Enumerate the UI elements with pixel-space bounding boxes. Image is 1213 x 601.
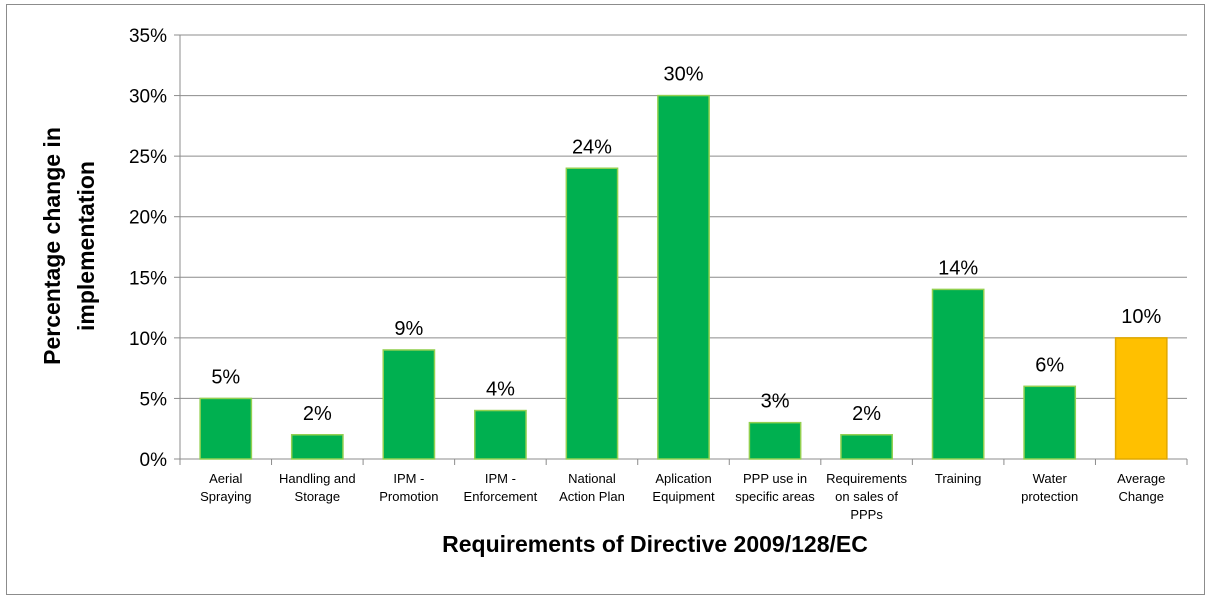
bar (1114, 337, 1168, 460)
y-axis-title-line-1: Percentage change in (39, 127, 65, 365)
y-tick-label: 15% (129, 268, 167, 289)
bar (1023, 385, 1077, 460)
category-label-line: Training (935, 471, 981, 486)
bar (565, 167, 619, 460)
data-label: 4% (486, 379, 515, 401)
y-axis-title-line-2: implementation (73, 161, 99, 331)
category-label-line: IPM - (393, 471, 424, 486)
bar (931, 288, 985, 460)
data-label: 5% (211, 366, 240, 388)
x-axis-title: Requirements of Directive 2009/128/EC (442, 531, 868, 557)
y-tick-label: 0% (140, 450, 168, 471)
category-label: IPM - Enforcement (464, 471, 538, 504)
y-tick-label: 25% (129, 147, 167, 168)
category-label: Average Change (1117, 471, 1165, 504)
bar (290, 434, 344, 460)
category-label: PPP use in specific areas (735, 471, 815, 504)
category-label-line: IPM - (485, 471, 516, 486)
category-label-line: Water (1033, 471, 1068, 486)
category-label-line: specific areas (735, 489, 815, 504)
category-label-line: Handling and (279, 471, 356, 486)
y-tick-label: 30% (129, 87, 167, 108)
data-label: 9% (394, 318, 423, 340)
data-label: 10% (1121, 306, 1161, 328)
y-axis-title: Percentage change in implementation (39, 127, 99, 365)
category-label-line: on sales of (835, 489, 898, 504)
data-labels: 5% 2% 9% 4% 24% 30% 3% 2% 14% 6% 10% (211, 64, 1161, 425)
data-label: 14% (938, 257, 978, 279)
bar (199, 397, 253, 460)
category-label-line: Action Plan (559, 489, 625, 504)
bar (474, 409, 527, 460)
y-tick-label: 5% (140, 389, 168, 410)
category-label: Aplication Equipment (652, 471, 715, 504)
data-label: 6% (1035, 354, 1064, 376)
bar (748, 421, 802, 460)
category-label-line: National (568, 471, 616, 486)
category-label-line: protection (1021, 489, 1078, 504)
category-label-line: Spraying (200, 489, 251, 504)
y-tick-label: 10% (129, 329, 167, 350)
category-label: Water protection (1021, 471, 1078, 504)
category-label-line: Aplication (655, 471, 711, 486)
category-label: Requirements on sales of PPPs (826, 471, 907, 522)
category-label-line: Promotion (379, 489, 438, 504)
category-label-line: Aerial (209, 471, 242, 486)
y-tick-label: 20% (129, 208, 167, 229)
y-tick-labels: 0% 5% 10% 15% 20% 25% 30% 35% (129, 26, 167, 471)
category-label-line: Enforcement (464, 489, 538, 504)
category-label-line: Requirements (826, 471, 907, 486)
data-label: 2% (852, 403, 881, 425)
category-label-line: PPP use in (743, 471, 807, 486)
data-label: 2% (303, 403, 332, 425)
data-label: 30% (663, 64, 703, 86)
category-label: Aerial Spraying (200, 471, 251, 504)
y-tick-label: 35% (129, 26, 167, 47)
category-label-line: Average (1117, 471, 1165, 486)
category-label-line: Equipment (652, 489, 715, 504)
category-label-line: Storage (295, 489, 341, 504)
bar (657, 94, 710, 460)
category-label-line: PPPs (850, 507, 883, 522)
category-labels: Aerial Spraying Handling and Storage IPM - Pr… (200, 471, 1165, 522)
data-label: 24% (572, 136, 612, 158)
category-label: IPM - Promotion (379, 471, 438, 504)
category-label: Handling and Storage (279, 471, 356, 504)
data-label: 3% (761, 391, 790, 413)
bar (840, 434, 893, 460)
category-label: Training (935, 471, 981, 486)
bars (199, 94, 1168, 460)
bar (382, 349, 436, 460)
category-label-line: Change (1118, 489, 1164, 504)
category-label: National Action Plan (559, 471, 625, 504)
